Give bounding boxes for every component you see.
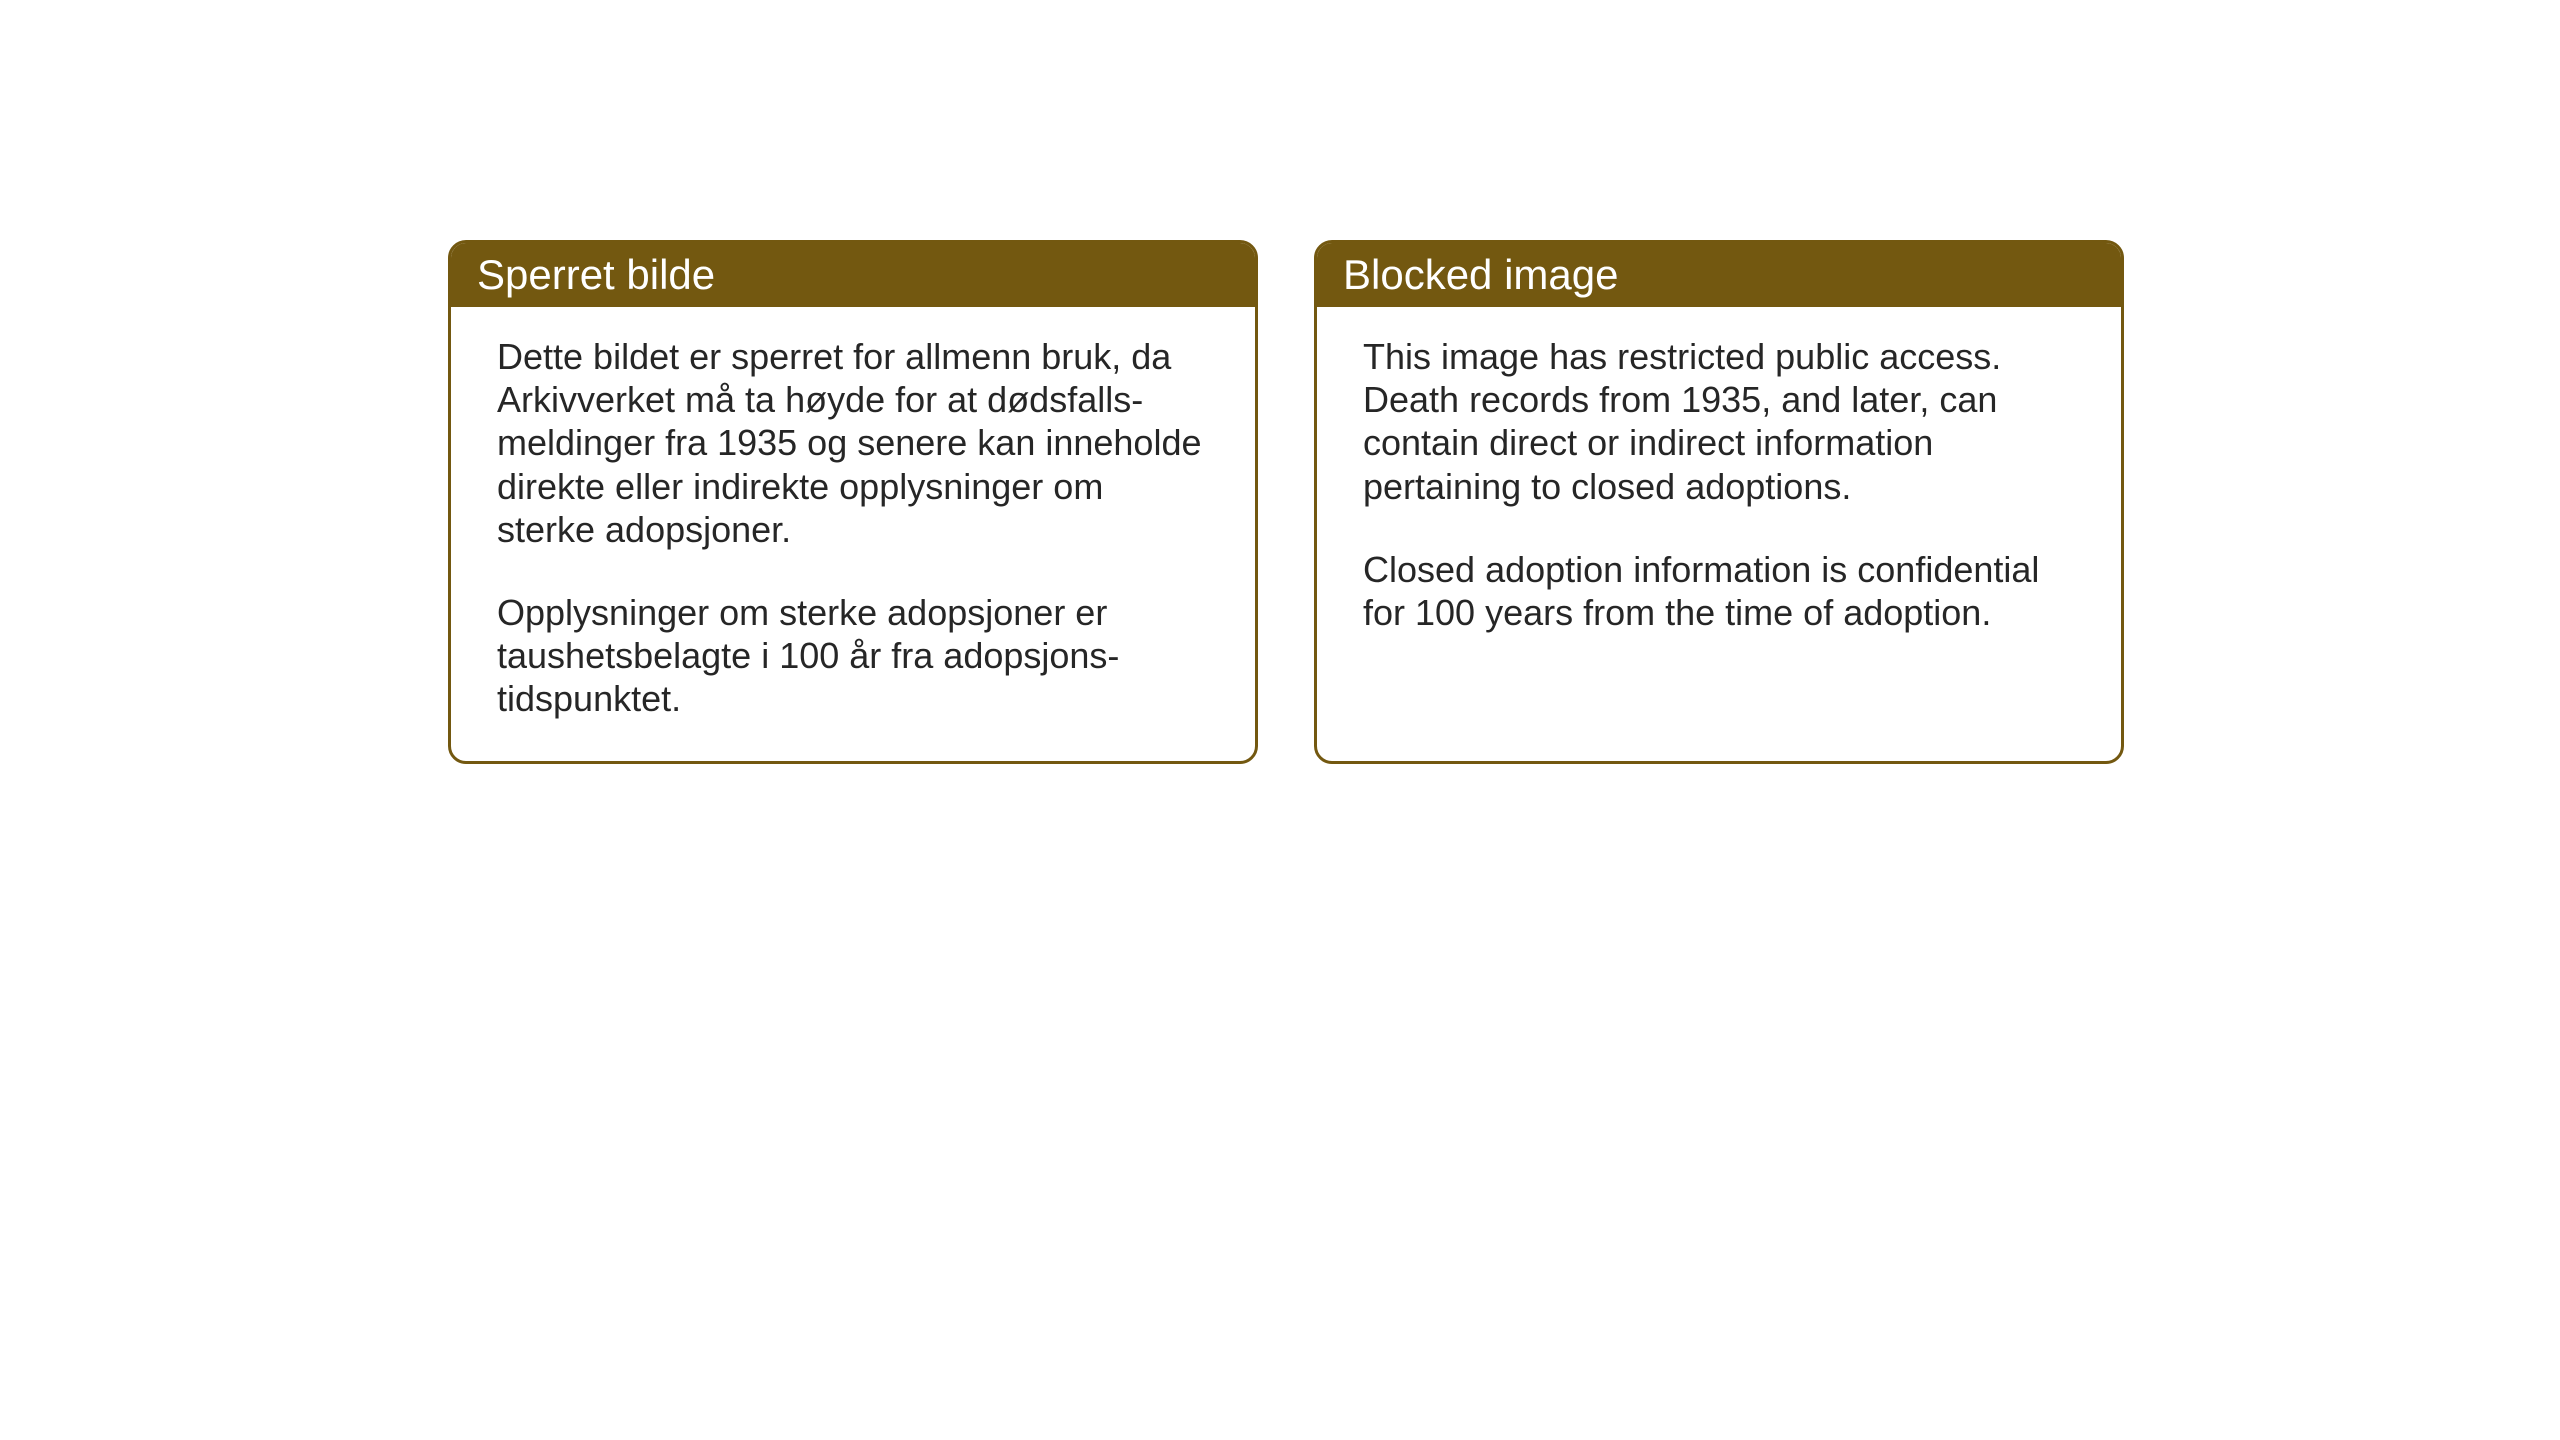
card-english-paragraph-1: This image has restricted public access.… bbox=[1363, 335, 2075, 508]
card-english-body: This image has restricted public access.… bbox=[1317, 307, 2121, 707]
card-english: Blocked image This image has restricted … bbox=[1314, 240, 2124, 764]
card-english-paragraph-2: Closed adoption information is confident… bbox=[1363, 548, 2075, 634]
card-norwegian-paragraph-2: Opplysninger om sterke adopsjoner er tau… bbox=[497, 591, 1209, 721]
card-norwegian-body: Dette bildet er sperret for allmenn bruk… bbox=[451, 307, 1255, 761]
cards-container: Sperret bilde Dette bildet er sperret fo… bbox=[448, 240, 2124, 764]
card-norwegian: Sperret bilde Dette bildet er sperret fo… bbox=[448, 240, 1258, 764]
card-english-title: Blocked image bbox=[1343, 251, 1618, 298]
card-norwegian-header: Sperret bilde bbox=[451, 243, 1255, 307]
card-norwegian-title: Sperret bilde bbox=[477, 251, 715, 298]
card-english-header: Blocked image bbox=[1317, 243, 2121, 307]
card-norwegian-paragraph-1: Dette bildet er sperret for allmenn bruk… bbox=[497, 335, 1209, 551]
